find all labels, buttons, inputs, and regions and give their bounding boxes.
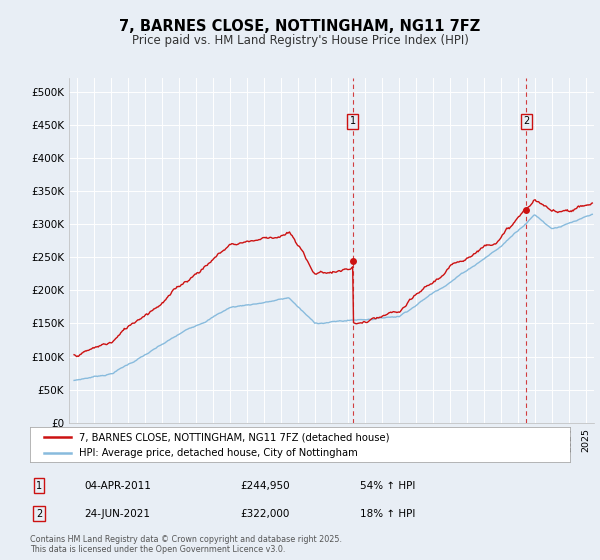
Text: £244,950: £244,950 <box>240 480 290 491</box>
Text: 24-JUN-2021: 24-JUN-2021 <box>84 508 150 519</box>
Text: 18% ↑ HPI: 18% ↑ HPI <box>360 508 415 519</box>
Text: 54% ↑ HPI: 54% ↑ HPI <box>360 480 415 491</box>
Text: 1: 1 <box>350 116 356 127</box>
Text: 7, BARNES CLOSE, NOTTINGHAM, NG11 7FZ (detached house): 7, BARNES CLOSE, NOTTINGHAM, NG11 7FZ (d… <box>79 432 389 442</box>
Text: 7, BARNES CLOSE, NOTTINGHAM, NG11 7FZ: 7, BARNES CLOSE, NOTTINGHAM, NG11 7FZ <box>119 19 481 34</box>
Text: HPI: Average price, detached house, City of Nottingham: HPI: Average price, detached house, City… <box>79 449 358 458</box>
Text: Contains HM Land Registry data © Crown copyright and database right 2025.
This d: Contains HM Land Registry data © Crown c… <box>30 535 342 554</box>
Text: 2: 2 <box>523 116 529 127</box>
Text: 1: 1 <box>36 480 42 491</box>
Text: Price paid vs. HM Land Registry's House Price Index (HPI): Price paid vs. HM Land Registry's House … <box>131 34 469 47</box>
Text: 04-APR-2011: 04-APR-2011 <box>84 480 151 491</box>
Text: £322,000: £322,000 <box>240 508 289 519</box>
Text: 2: 2 <box>36 508 42 519</box>
